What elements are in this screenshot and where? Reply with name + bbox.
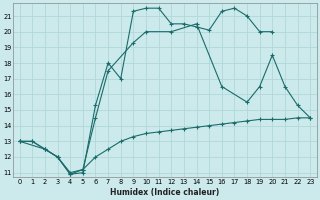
X-axis label: Humidex (Indice chaleur): Humidex (Indice chaleur) [110,188,220,197]
